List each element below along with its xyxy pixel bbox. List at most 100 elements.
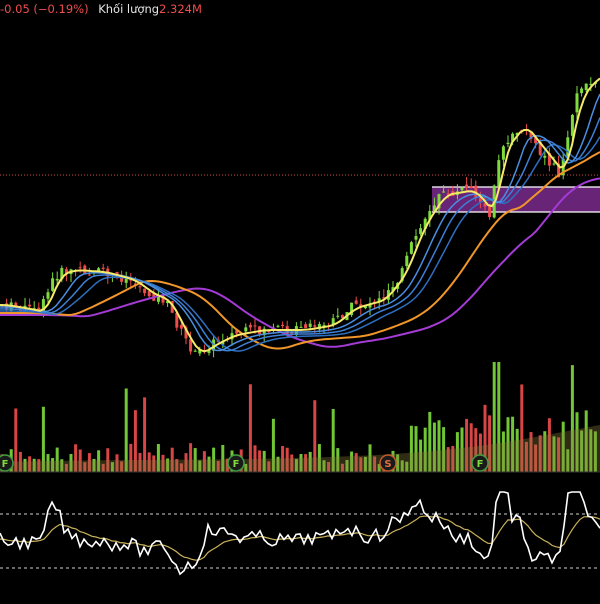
candle-body xyxy=(179,324,183,329)
volume-bar xyxy=(359,457,363,472)
volume-bar xyxy=(561,421,565,472)
volume-bar xyxy=(363,456,367,472)
oscillator-line xyxy=(0,491,600,576)
volume-bar xyxy=(18,451,22,472)
volume-bar xyxy=(492,362,496,472)
candle xyxy=(575,85,579,120)
marker-label: F xyxy=(233,459,240,470)
event-marker: S xyxy=(379,454,397,472)
volume-bar xyxy=(14,408,18,472)
volume-bar xyxy=(253,445,257,472)
candle xyxy=(336,308,340,319)
volume-bar xyxy=(189,443,193,472)
candle xyxy=(506,135,510,148)
ma-blue-line-3 xyxy=(0,136,600,352)
marker-circle xyxy=(227,454,245,472)
candle-body xyxy=(308,323,312,327)
ma-purple-line xyxy=(0,177,600,348)
volume-bar xyxy=(455,432,459,472)
volume-bar xyxy=(41,406,45,472)
volume-bar xyxy=(198,460,202,472)
volume-bar xyxy=(377,463,381,472)
candle-body xyxy=(354,300,358,304)
candle xyxy=(580,86,584,97)
volume-bar xyxy=(589,429,593,472)
moving-averages xyxy=(0,77,600,353)
volume-bar xyxy=(506,417,510,472)
candle-body xyxy=(115,272,119,275)
volume-bar xyxy=(547,418,551,472)
candle-body xyxy=(248,324,252,328)
candle-body xyxy=(198,349,202,354)
volume-bar xyxy=(451,445,455,472)
volume-bar xyxy=(156,444,160,472)
volume-average-area xyxy=(0,425,600,472)
candle-body xyxy=(350,302,354,316)
volume-bar xyxy=(152,455,156,472)
volume-bar xyxy=(97,450,101,472)
candle-body xyxy=(336,315,340,317)
candle xyxy=(368,297,372,316)
volume-bar xyxy=(368,444,372,472)
volume-bar xyxy=(428,411,432,472)
volume-bar xyxy=(193,448,197,472)
volume-bar xyxy=(69,453,73,472)
candle-body xyxy=(543,155,547,158)
volume-bar xyxy=(460,427,464,472)
candle-body xyxy=(423,218,427,230)
volume-bar xyxy=(593,431,597,472)
candle xyxy=(152,289,156,302)
volume-bar xyxy=(281,446,285,472)
candle-body xyxy=(101,267,105,269)
candle-body xyxy=(432,205,436,213)
marker-circle xyxy=(471,454,489,472)
candle xyxy=(170,300,174,314)
candle-body xyxy=(207,350,211,353)
volume-bar xyxy=(101,463,105,472)
candle-body xyxy=(14,302,18,308)
candle-body xyxy=(534,137,538,144)
candle-body xyxy=(391,287,395,292)
candle-body xyxy=(538,141,542,155)
volume-bar xyxy=(483,404,487,472)
event-marker: F xyxy=(227,454,245,472)
volume-bar xyxy=(276,456,280,472)
volume-bar xyxy=(446,447,450,472)
volume-bar xyxy=(584,410,588,472)
volume-bar xyxy=(322,460,326,472)
candle-body xyxy=(28,304,32,307)
volume-bar xyxy=(179,463,183,472)
volume-bar xyxy=(60,459,64,472)
volume-bar xyxy=(202,451,206,472)
candle-body xyxy=(235,330,239,334)
candle-body xyxy=(51,278,55,291)
volume-bar xyxy=(124,388,128,472)
candle-body xyxy=(506,142,510,145)
info-bar: -0.05 (−0.19%) Khối lượng2.324M xyxy=(0,0,202,18)
candle-body xyxy=(377,298,381,302)
candle xyxy=(409,240,413,255)
volume-bar xyxy=(497,362,501,472)
volume-bar xyxy=(133,410,137,472)
candle xyxy=(584,83,588,93)
volume-bar xyxy=(248,384,252,472)
candle-body xyxy=(55,278,59,281)
volume-bar xyxy=(64,463,68,472)
volume-bar xyxy=(543,431,547,472)
candle-body xyxy=(340,315,344,318)
volume-bar xyxy=(138,452,142,472)
candle xyxy=(51,272,55,292)
candle-body xyxy=(253,325,257,327)
volume-bar xyxy=(161,454,165,472)
candle-body xyxy=(460,187,464,191)
volume-bar xyxy=(87,453,91,472)
candle xyxy=(446,189,450,199)
candle xyxy=(175,312,179,331)
candle-body xyxy=(405,255,409,267)
volume-bar xyxy=(170,447,174,472)
candle-body xyxy=(497,160,501,188)
volume-bar xyxy=(143,397,147,472)
